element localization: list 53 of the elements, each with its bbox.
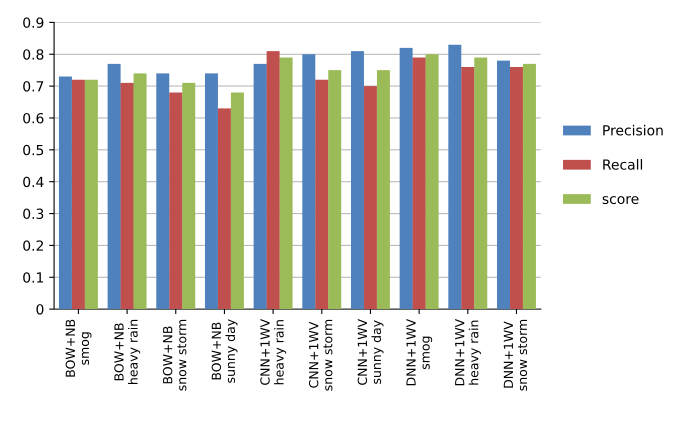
x-tick-label: CNN+1WV heavy rain	[260, 318, 286, 385]
legend-label: Recall	[603, 159, 642, 170]
bar	[58, 76, 72, 310]
bar	[169, 92, 182, 310]
y-tick-label: 0	[36, 304, 44, 315]
bar	[204, 73, 218, 310]
bar	[496, 60, 510, 310]
bar	[266, 51, 280, 310]
x-tick-label: BOW+NB heavy rain	[114, 320, 140, 384]
bar	[448, 44, 462, 310]
bar	[412, 57, 426, 310]
x-tick-label: DNN+1WV heavy rain	[455, 318, 481, 386]
bar	[461, 67, 474, 310]
y-tick-label: 0.7	[23, 81, 44, 92]
bar	[364, 86, 377, 310]
bar	[134, 73, 147, 310]
bar	[84, 80, 98, 310]
y-tick-label: 0.9	[23, 17, 44, 28]
y-tick-label: 0.3	[23, 208, 44, 220]
bar	[254, 64, 267, 310]
x-tick-label: BOW+NB smog	[66, 320, 92, 377]
y-tick-label: 0.5	[23, 144, 44, 156]
bar	[315, 80, 328, 310]
x-tick-label: CNN+1WV sunny day	[358, 318, 384, 385]
bar	[280, 57, 293, 310]
bar	[426, 54, 439, 310]
bar	[108, 64, 121, 310]
y-tick-label: 0.4	[23, 176, 44, 188]
bar	[72, 80, 85, 310]
x-tick-label: BOW+NB snow storm	[162, 320, 186, 391]
bar	[350, 51, 364, 310]
y-tick-label: 0.8	[23, 49, 44, 60]
x-tick-label: DNN+1WV snow storm	[504, 320, 528, 391]
bar	[120, 82, 134, 310]
bar	[376, 70, 390, 310]
legend-label: score	[602, 196, 638, 204]
y-tick-label: 0.2	[23, 240, 43, 251]
y-tick-label: 0.1	[23, 272, 44, 283]
bar	[510, 67, 523, 310]
x-tick-label: DNN+1WV smog	[406, 318, 432, 386]
bar	[328, 70, 342, 310]
legend-label: Precision	[603, 124, 663, 136]
bar	[474, 57, 488, 310]
bar	[156, 73, 170, 310]
bar	[182, 82, 196, 310]
bar	[230, 92, 244, 310]
bar	[400, 48, 413, 310]
y-tick-label: 0.6	[23, 112, 44, 124]
bar	[522, 64, 536, 310]
x-tick-label: BOW+NB sunny day	[212, 319, 238, 383]
bar	[302, 54, 316, 310]
x-tick-label: CNN+1WV snow storm	[308, 320, 332, 391]
bar	[218, 108, 231, 310]
